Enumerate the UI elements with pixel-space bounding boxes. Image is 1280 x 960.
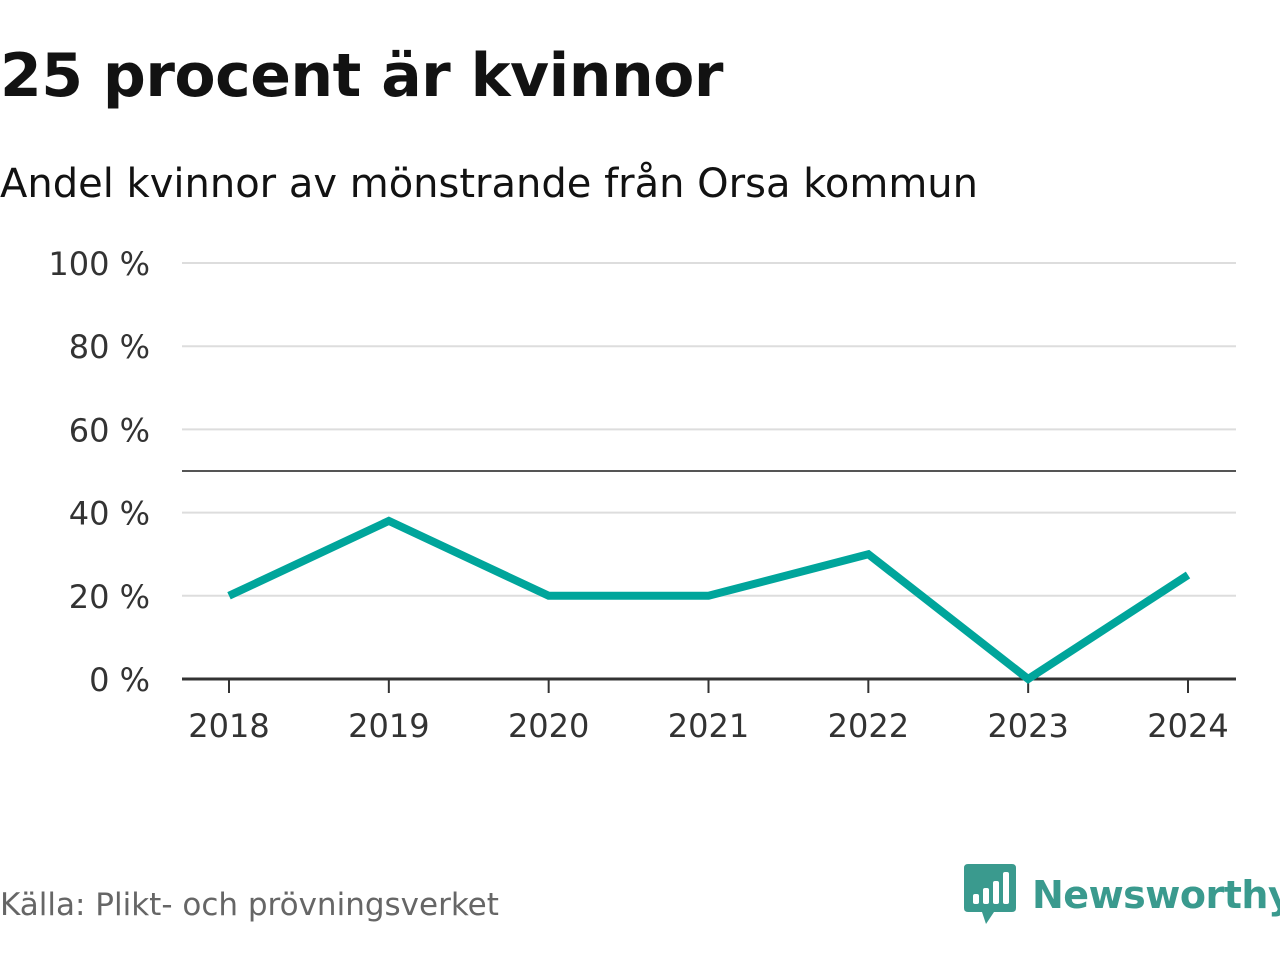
x-tick-label: 2019	[348, 707, 429, 745]
x-axis: 2018 2019 2020 2021 2022 2023 2024	[182, 677, 1236, 745]
y-tick-label: 40 %	[69, 495, 150, 533]
newsworthy-bar-chart-logo-icon	[964, 864, 1016, 924]
brand-name: Newsworthy	[1032, 873, 1280, 917]
source-note: Källa: Plikt- och prövningsverket	[0, 887, 499, 923]
x-tick-label: 2024	[1147, 707, 1228, 745]
brand-logo: Newsworthy	[964, 864, 1280, 926]
x-tick-label: 2021	[668, 707, 749, 745]
series-line	[227, 516, 1191, 684]
series-group	[227, 516, 1191, 684]
y-tick-label: 100 %	[48, 245, 150, 283]
y-tick-label: 80 %	[69, 328, 150, 366]
x-tick-label: 2023	[987, 707, 1068, 745]
chart-subtitle: Andel kvinnor av mönstrande från Orsa ko…	[0, 161, 979, 207]
chart-title: 25 procent är kvinnor	[0, 41, 723, 111]
y-axis-labels: 0 % 20 % 40 % 60 % 80 % 100 %	[48, 245, 150, 699]
y-tick-label: 20 %	[69, 578, 150, 616]
x-tick-label: 2022	[828, 707, 909, 745]
x-tick-label: 2020	[508, 707, 589, 745]
x-tick-label: 2018	[188, 707, 269, 745]
y-tick-label: 0 %	[89, 661, 150, 699]
y-tick-label: 60 %	[69, 411, 150, 449]
